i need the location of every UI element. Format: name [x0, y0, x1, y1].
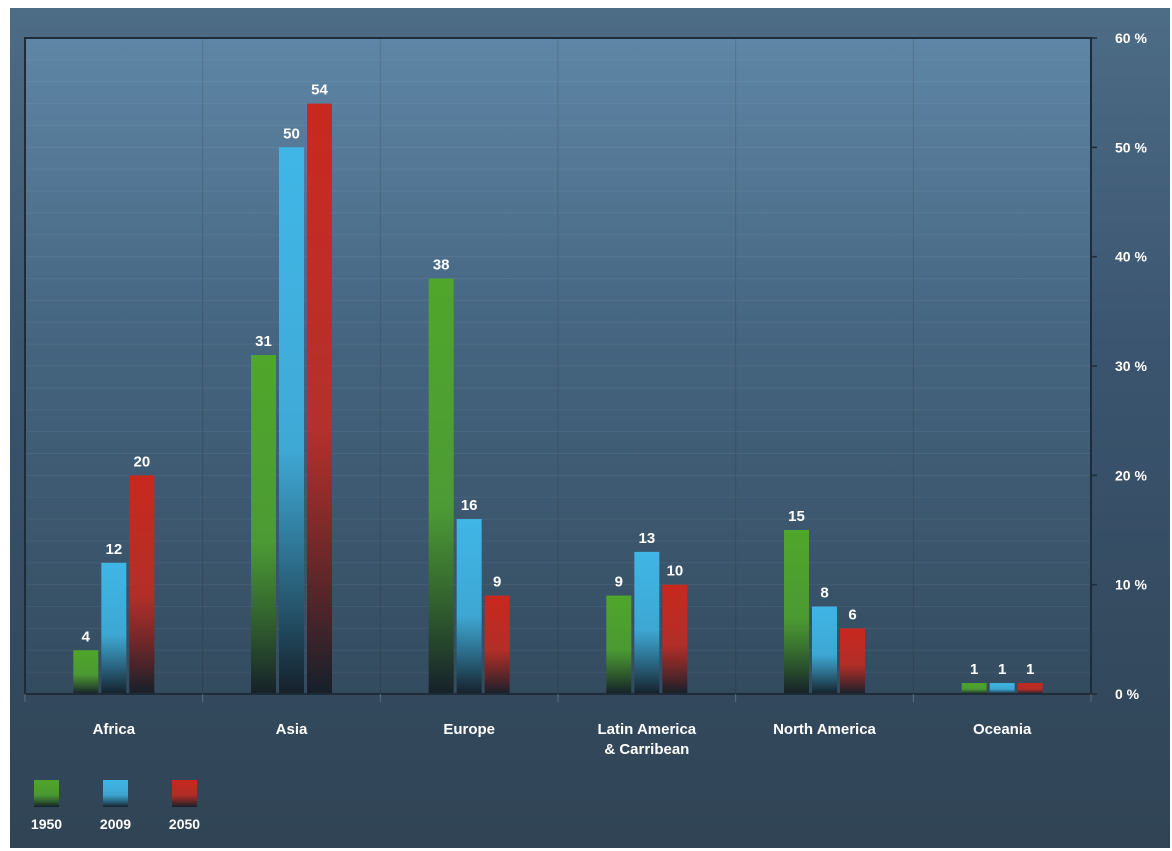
bar-value-label: 15: [788, 508, 805, 525]
bar-2050: [129, 475, 155, 694]
bar-1950: [428, 278, 454, 694]
bar-value-label: 1: [1026, 661, 1034, 678]
bar-2009: [101, 562, 127, 694]
bar-value-label: 6: [848, 606, 856, 623]
bar-value-label: 20: [133, 453, 150, 470]
bar-value-label: 16: [461, 497, 478, 514]
bar-1950: [961, 683, 987, 694]
bar-value-label: 9: [493, 574, 501, 591]
category-label: North America: [773, 721, 876, 738]
y-tick-label: 40 %: [1115, 249, 1147, 265]
y-tick-label: 60 %: [1115, 30, 1147, 46]
y-tick-label: 10 %: [1115, 577, 1147, 593]
legend-label: 1950: [31, 816, 62, 832]
category-label: & Carribean: [604, 741, 689, 758]
plot-area: [25, 38, 1091, 694]
bar-value-label: 9: [615, 574, 623, 591]
bar-2009: [812, 606, 837, 694]
bar-value-label: 13: [638, 530, 655, 547]
bar-2009: [634, 551, 660, 694]
bar-value-label: 4: [82, 628, 91, 645]
bar-value-label: 1: [998, 661, 1006, 678]
y-tick-label: 20 %: [1115, 467, 1147, 483]
category-label: Asia: [276, 721, 308, 738]
legend-swatch-1950: [34, 780, 59, 807]
category-label: Africa: [93, 721, 136, 738]
category-label: Europe: [443, 721, 495, 738]
bar-2009: [456, 519, 482, 694]
bar-2009: [279, 147, 304, 695]
bar-2050: [662, 584, 688, 694]
legend-label: 2009: [100, 816, 131, 832]
bar-2050: [307, 103, 332, 695]
bar-value-label: 54: [311, 82, 328, 99]
legend-swatch-2050: [172, 780, 197, 807]
bar-2050: [1017, 683, 1043, 694]
bar-value-label: 8: [820, 585, 828, 602]
chart: 41220Africa315054Asia38169Europe91310Lat…: [24, 30, 1147, 832]
legend-label: 2050: [169, 816, 200, 832]
chart-frame: 4 12 20 Africa 31 50 54 Asia 38 16 9 Europe 9 13 10 Lat…: [10, 8, 1170, 848]
bar-2050: [840, 628, 865, 694]
bar-1950: [73, 650, 99, 694]
bar-value-label: 50: [283, 125, 300, 142]
category-label: Latin America: [598, 721, 697, 738]
y-tick-label: 50 %: [1115, 139, 1147, 155]
bar-value-label: 10: [666, 563, 683, 580]
bar-2050: [484, 595, 510, 694]
bar-2009: [989, 683, 1015, 694]
bar-1950: [606, 595, 632, 694]
bar-value-label: 1: [970, 661, 978, 678]
bar-value-label: 12: [105, 541, 122, 558]
bar-value-label: 31: [255, 333, 272, 350]
category-label: Oceania: [973, 721, 1032, 738]
bar-1950: [251, 355, 276, 694]
bar-value-label: 38: [433, 257, 450, 274]
y-tick-label: 0 %: [1115, 686, 1140, 702]
bar-1950: [784, 530, 809, 694]
legend-swatch-2009: [103, 780, 128, 807]
y-tick-label: 30 %: [1115, 358, 1147, 374]
